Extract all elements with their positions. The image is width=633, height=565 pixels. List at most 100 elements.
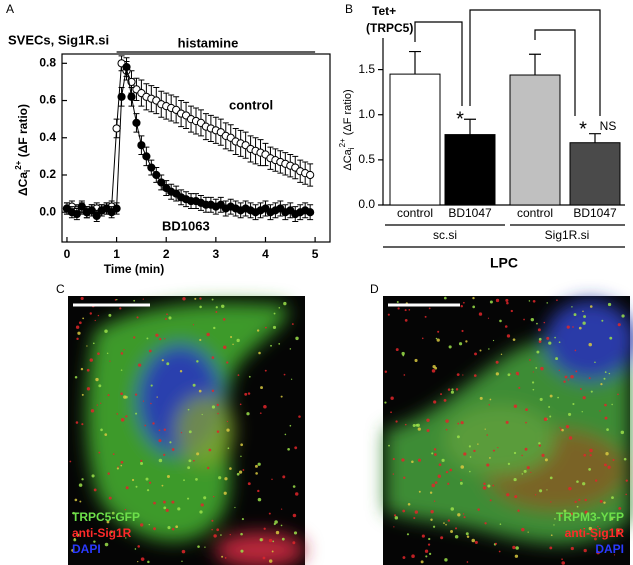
punctum [538,340,542,343]
punctum [146,489,150,492]
punctum [109,360,111,362]
punctum [283,373,286,376]
punctum [292,513,297,518]
punctum [120,352,124,355]
punctum [150,402,152,405]
punctum [521,527,525,532]
punctum [492,484,495,487]
punctum [489,499,492,502]
punctum [454,534,459,539]
punctum [76,337,79,341]
punctum [607,465,611,469]
punctum [216,403,219,407]
punctum [589,454,592,457]
punctum [136,316,139,319]
image-label: anti-Sig1R [565,526,625,540]
punctum [109,530,113,534]
punctum [561,561,566,565]
bar [569,142,621,206]
punctum [152,422,155,425]
punctum [415,423,419,427]
punctum [583,548,587,553]
punctum [450,530,454,533]
punctum [82,317,85,320]
punctum [75,325,80,329]
error-bar [464,118,476,135]
punctum [236,472,240,476]
punctum [137,363,142,367]
punctum [187,466,191,470]
punctum [414,510,419,514]
punctum [208,448,212,452]
punctum [402,509,406,513]
punctum [158,337,162,341]
x-tick-label: 1 [113,247,120,261]
punctum [625,479,628,482]
punctum [289,424,292,427]
punctum [73,537,76,540]
punctum [81,423,84,426]
punctum [134,393,138,396]
punctum [86,368,90,372]
punctum [255,472,258,475]
punctum [240,549,244,553]
punctum [171,448,175,451]
punctum [434,481,438,484]
punctum [283,301,287,306]
punctum [604,371,607,373]
bracket [414,21,463,106]
data-point [137,141,146,150]
x-tick-label: control [397,206,433,220]
punctum [525,421,527,424]
punctum [120,392,124,396]
punctum [473,374,477,377]
punctum [596,550,600,555]
punctum [192,324,195,326]
punctum [188,459,192,463]
punctum [268,538,273,543]
punctum [224,477,228,481]
punctum [116,467,119,470]
punctum [183,479,185,482]
punctum [117,466,119,468]
punctum [583,315,587,318]
punctum [246,412,250,416]
punctum [166,362,170,366]
punctum [549,415,552,418]
punctum [445,428,448,431]
punctum [524,447,528,451]
punctum [163,453,166,456]
punctum [469,470,471,473]
punctum [280,508,283,510]
punctum [211,356,215,359]
punctum [526,466,530,470]
punctum [133,299,136,302]
punctum [407,502,411,506]
punctum [536,350,540,354]
punctum [618,506,622,510]
punctum [226,428,230,432]
punctum [90,409,95,413]
punctum [91,474,95,478]
punctum [460,479,462,481]
punctum [447,519,451,522]
data-point [152,170,161,180]
punctum [512,338,516,341]
y-axis-title: ΔCai2+ (ΔF ratio) [338,89,356,170]
punctum [433,500,436,502]
data-point [77,202,86,211]
punctum [107,394,110,397]
punctum [421,337,424,340]
data-point [87,206,96,215]
punctum [263,404,267,409]
punctum [213,326,216,330]
punctum [211,298,214,301]
punctum [165,318,167,321]
punctum [607,302,612,307]
punctum [546,302,548,304]
image-label: DAPI [595,542,624,556]
punctum [537,328,541,332]
punctum [582,482,586,486]
punctum [550,534,553,537]
punctum [161,484,164,487]
